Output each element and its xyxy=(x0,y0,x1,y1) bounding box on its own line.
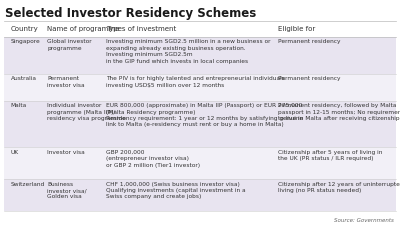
Text: Permanent residency: Permanent residency xyxy=(278,76,341,81)
Text: Types of investment: Types of investment xyxy=(106,26,176,32)
Text: Eligible for: Eligible for xyxy=(278,26,316,32)
Text: Citizenship after 12 years of uninterrupted
living (no PR status needed): Citizenship after 12 years of uninterrup… xyxy=(278,182,400,193)
Text: The PIV is for highly talented and entrepreneurial individuals
investing USD$5 m: The PIV is for highly talented and entre… xyxy=(106,76,285,88)
Text: Global investor
programme: Global investor programme xyxy=(47,39,92,51)
Text: Citizenship after 5 years of living in
the UK (PR status / ILR required): Citizenship after 5 years of living in t… xyxy=(278,150,383,161)
Text: GBP 200,000
(entrepreneur investor visa)
or GBP 2 million (Tier1 investor): GBP 200,000 (entrepreneur investor visa)… xyxy=(106,150,200,168)
Text: Name of programme: Name of programme xyxy=(47,26,120,32)
Text: CHF 1,000,000 (Swiss business investor visa)
Qualifying investments (capital inv: CHF 1,000,000 (Swiss business investor v… xyxy=(106,182,246,199)
Text: Business
investor visa/
Golden visa: Business investor visa/ Golden visa xyxy=(47,182,87,199)
Text: Source: Governments: Source: Governments xyxy=(334,218,394,223)
Text: Selected Investor Residency Schemes: Selected Investor Residency Schemes xyxy=(5,7,256,20)
Bar xyxy=(4,147,396,179)
Text: Switzerland: Switzerland xyxy=(11,182,45,187)
Text: Malta: Malta xyxy=(11,103,27,108)
Text: UK: UK xyxy=(11,150,19,155)
Text: Country: Country xyxy=(11,26,38,32)
Text: Singapore: Singapore xyxy=(11,39,40,44)
Text: Investor visa: Investor visa xyxy=(47,150,85,155)
Bar xyxy=(4,74,396,101)
Bar xyxy=(4,179,396,211)
Bar xyxy=(4,101,396,147)
Text: Individual investor
programme (Malta IIP)/
residency visa programme: Individual investor programme (Malta IIP… xyxy=(47,103,126,121)
Text: EUR 800,000 (approximate) in Malta IIP (Passport) or EUR 275,000
(Malta Residenc: EUR 800,000 (approximate) in Malta IIP (… xyxy=(106,103,303,127)
Text: Australia: Australia xyxy=(11,76,37,81)
Bar xyxy=(4,21,396,37)
Text: Permanent
investor visa: Permanent investor visa xyxy=(47,76,85,88)
Text: Investing minimum SGD2.5 million in a new business or
expanding already existing: Investing minimum SGD2.5 million in a ne… xyxy=(106,39,270,64)
Text: Permanent residency, followed by Malta
passport in 12-15 months; No requirement
: Permanent residency, followed by Malta p… xyxy=(278,103,400,121)
Text: Permanent residency: Permanent residency xyxy=(278,39,341,44)
Bar xyxy=(4,37,396,74)
